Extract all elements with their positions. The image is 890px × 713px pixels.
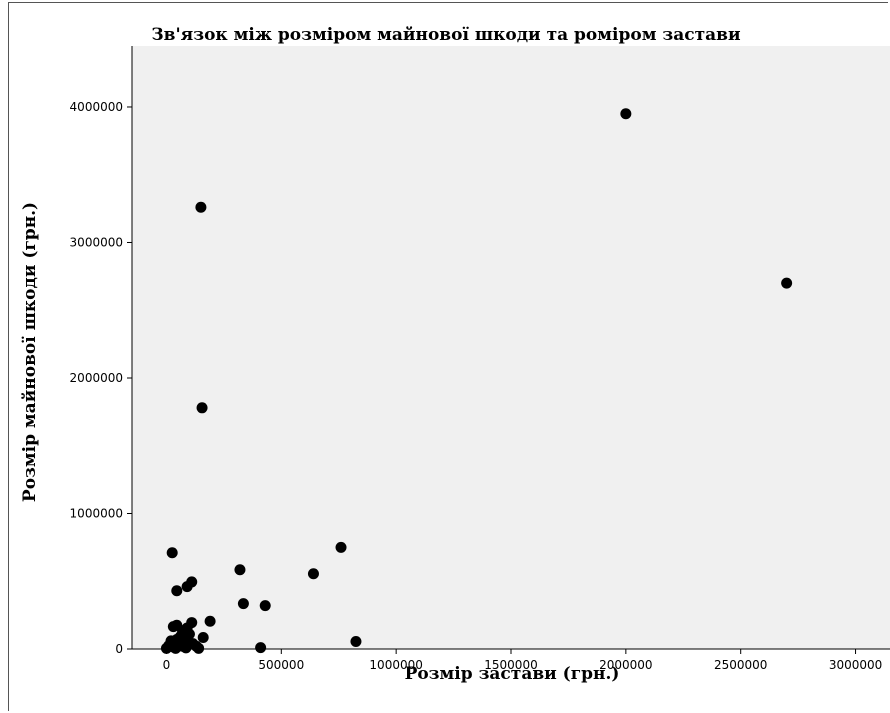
data-point	[167, 621, 179, 633]
data-point	[196, 402, 208, 414]
data-point	[307, 568, 319, 580]
x-axis-title: Розмір застави (грн.)	[405, 664, 620, 684]
data-point	[160, 642, 172, 654]
x-tick-label: 1000000	[369, 658, 422, 672]
data-point	[620, 108, 632, 120]
data-point	[781, 277, 793, 289]
y-tick-label: 4000000	[70, 100, 123, 114]
x-tick-label: 1500000	[484, 658, 537, 672]
y-tick-label: 3000000	[70, 235, 123, 249]
data-point	[259, 600, 271, 612]
x-tick-label: 2000000	[599, 658, 652, 672]
data-point	[234, 564, 246, 576]
data-point	[335, 541, 347, 553]
y-tick-label: 0	[115, 642, 123, 656]
data-point	[350, 636, 362, 648]
data-point	[237, 598, 249, 610]
x-tick-label: 0	[163, 658, 171, 672]
y-tick-label: 2000000	[70, 371, 123, 385]
data-point	[166, 547, 178, 559]
data-point	[204, 615, 216, 627]
data-point	[197, 631, 209, 643]
y-tick-label: 1000000	[70, 506, 123, 520]
y-axis-title: Розмір майнової шкоди (грн.)	[20, 202, 40, 502]
x-tick-label: 500000	[258, 658, 304, 672]
data-point	[181, 581, 193, 593]
data-point	[195, 201, 207, 213]
plot-area	[132, 46, 890, 649]
y-axis-ticks: 0 1000000 2000000 3000000 4000000	[70, 100, 132, 656]
data-point	[171, 585, 183, 597]
x-tick-label: 2500000	[714, 658, 767, 672]
x-tick-label: 3000000	[829, 658, 882, 672]
data-points	[160, 108, 793, 654]
x-axis-ticks: 0 500000 1000000 1500000 2000000 2500000 30000…	[163, 649, 882, 672]
data-point	[170, 642, 182, 654]
chart-title: Зв'язок між розміром майнової шкоди та р…	[151, 25, 741, 45]
data-point	[193, 642, 205, 654]
data-point	[255, 642, 267, 654]
data-point	[180, 642, 192, 654]
